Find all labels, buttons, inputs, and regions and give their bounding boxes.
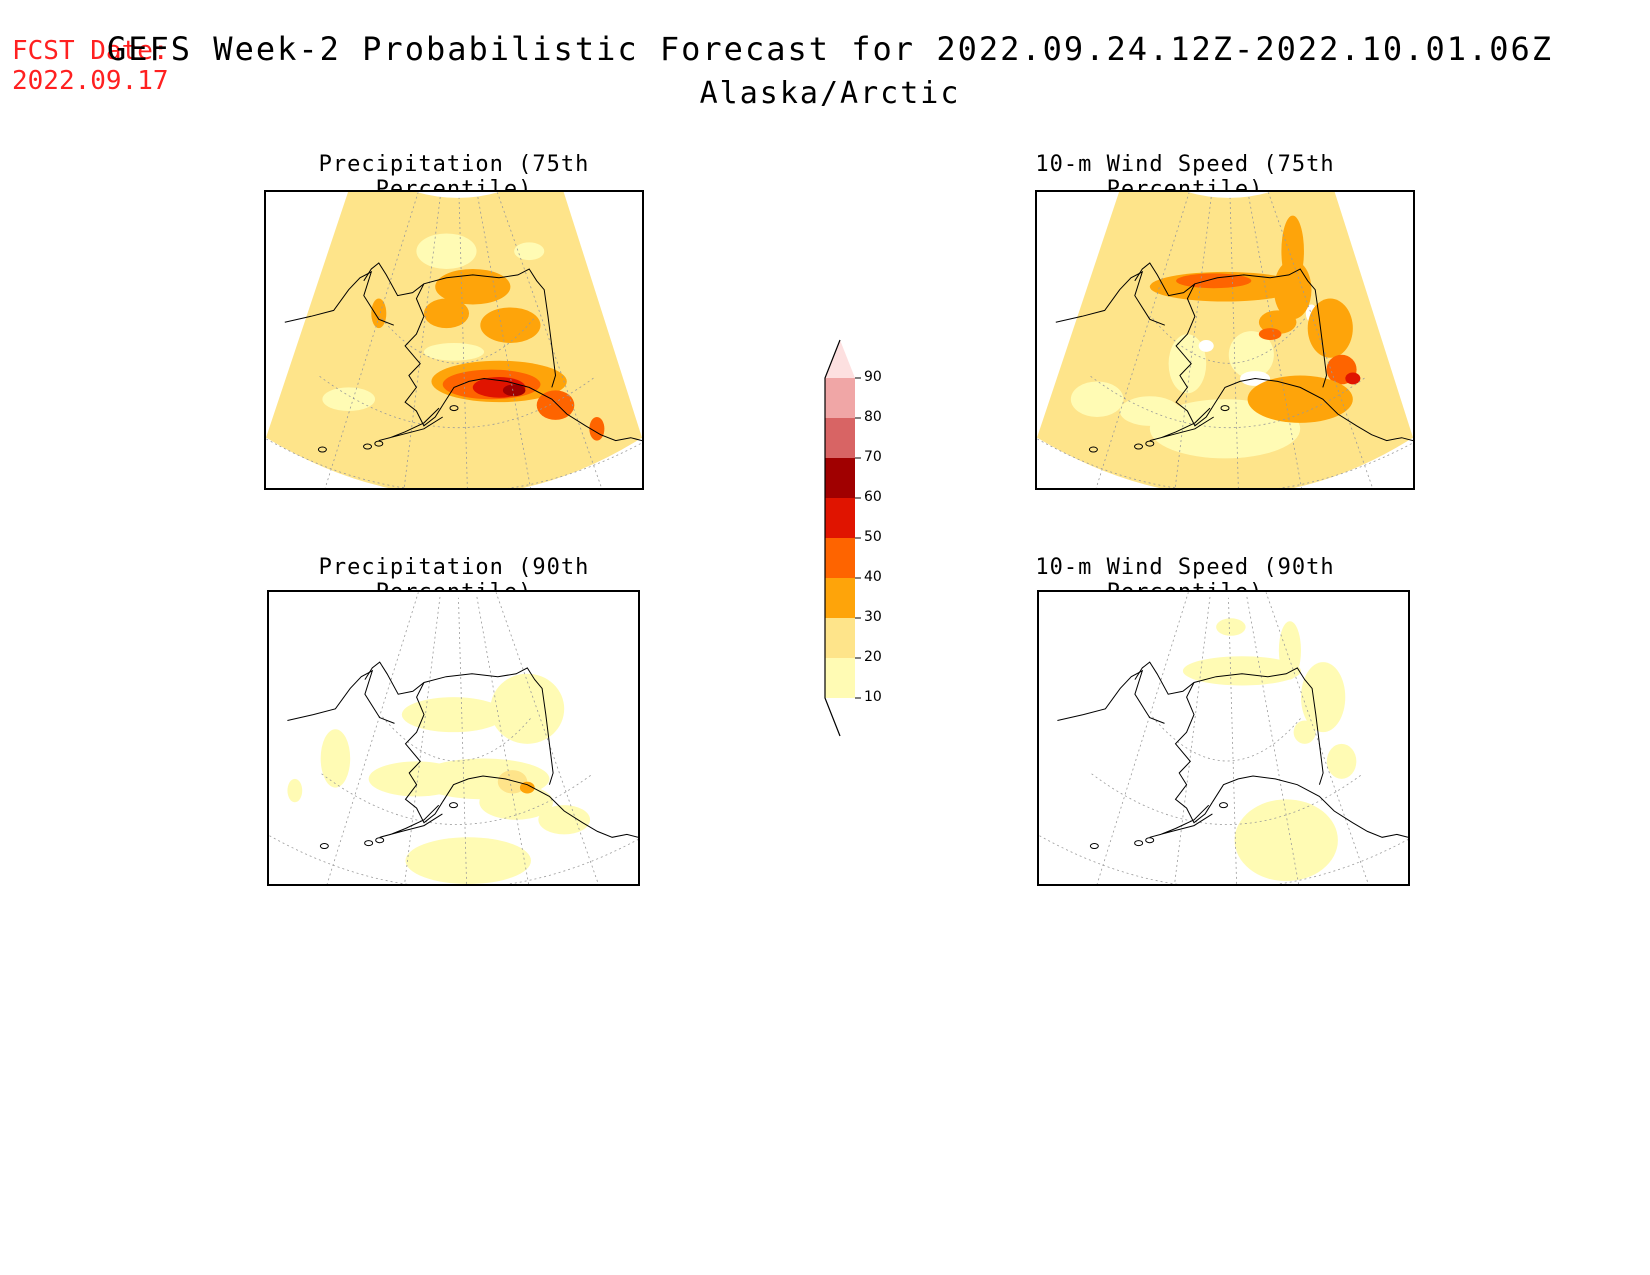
island [1089,843,1099,850]
region-subtitle: Alaska/Arctic [699,76,961,111]
main-title: GEFS Week-2 Probabilistic Forecast for 2… [106,30,1554,68]
field-contour [480,307,541,343]
field-contour [405,837,531,884]
colorbar-label: 80 [864,409,882,425]
colorbar-segment [825,618,855,658]
field-patch [322,387,376,412]
field-contour [326,251,417,311]
graticule [1037,192,1413,488]
field-patch [1070,381,1124,417]
island [1145,837,1155,844]
field-contour [371,298,387,329]
colorbar-segment [825,378,855,418]
graticule [1039,592,1408,884]
map-wind-90 [1037,590,1410,886]
island [449,802,458,809]
colorbar [810,330,870,744]
field-contour [1247,375,1353,423]
island [375,837,385,844]
field-contour [538,805,591,835]
field-contour [1300,662,1346,733]
field-contour [1273,260,1312,320]
colorbar-segment [825,458,855,498]
colorbar-label: 60 [864,489,882,505]
field-contour [490,673,565,744]
island [374,440,384,447]
colorbar-top-triangle [825,340,855,378]
coastline [284,262,642,442]
colorbar-segment [825,418,855,458]
colorbar-label: 70 [864,449,882,465]
graticule [269,592,638,884]
colorbar-segment [825,498,855,538]
map-wind-75 [1035,190,1415,490]
island [317,446,327,453]
island [1134,840,1144,847]
field-contour [1258,328,1282,340]
coastline [287,661,638,838]
forecast-date-value: 2022.09.17 [12,66,169,96]
field-contour [1345,372,1361,385]
coastline [1057,661,1408,838]
field-contour [1234,799,1338,882]
field-contour [287,778,303,803]
polar-cap [1186,592,1268,598]
island [1219,802,1228,809]
field-contour [401,697,506,733]
forecast-date-label: FCST Date: [12,36,169,66]
field-contour [1293,720,1316,744]
field-contour [479,784,554,820]
island [1220,405,1230,412]
polar-cap [1187,192,1271,198]
field-contour [1258,310,1297,335]
field-contour [497,770,528,794]
field-contour [1278,621,1301,680]
field-contour [1326,743,1357,779]
field-contour [1307,298,1353,358]
colorbar-label: 10 [864,689,882,705]
coastline [1055,262,1413,442]
map-precip-90 [267,590,640,886]
island [363,443,373,450]
map-precip-75 [264,190,644,490]
island [319,843,329,850]
colorbar-label: 50 [864,529,882,545]
field-contour [320,729,351,788]
field-contour [502,384,526,397]
colorbar-label: 20 [864,649,882,665]
island [1088,446,1098,453]
field-contour [1216,618,1246,636]
polar-cap [416,592,498,598]
polar-cap [416,192,500,198]
colorbar-segment [825,538,855,578]
island [364,840,374,847]
panel-title-wind-75: 10-m Wind Speed (75th Percentile) [1035,152,1335,202]
graticule [266,192,642,488]
field-patch [514,242,545,261]
field-contour [423,298,470,329]
colorbar-bottom-triangle [825,698,855,736]
field-patch [423,342,485,361]
colorbar-segment [825,578,855,618]
island [449,405,459,412]
colorbar-label: 90 [864,369,882,385]
colorbar-label: 30 [864,609,882,625]
island [1145,440,1155,447]
field-contour [519,781,535,794]
field-patch [1228,331,1274,379]
colorbar-segment [825,658,855,698]
map-domain-fill [1039,592,1408,884]
island [1134,443,1144,450]
field-contour [435,268,511,305]
field-patch [416,233,477,269]
forecast-date: FCST Date: 2022.09.17 [12,36,169,96]
colorbar-label: 40 [864,569,882,585]
field-patch [1198,340,1214,352]
